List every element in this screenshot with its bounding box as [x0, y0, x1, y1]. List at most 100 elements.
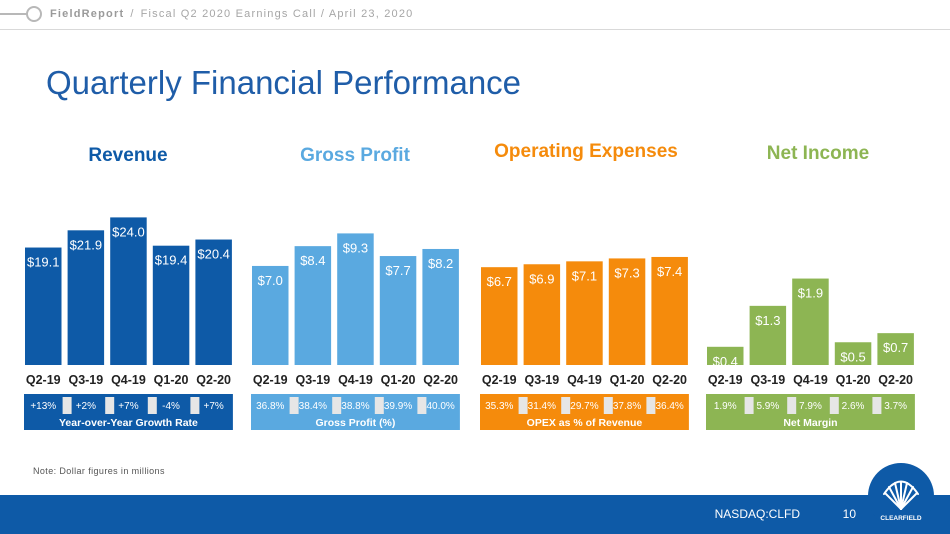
bar-value-label: $6.7 — [487, 274, 512, 289]
metric-divider — [289, 397, 299, 414]
bar-value-label: $19.4 — [155, 253, 188, 268]
x-tick-label: Q2-19 — [482, 373, 517, 387]
metric-value: 5.9% — [756, 401, 779, 412]
bar-value-label: $7.1 — [572, 268, 597, 283]
metric-divider — [417, 397, 427, 414]
metric-divider — [374, 397, 384, 414]
bar — [608, 258, 646, 365]
metric-value: 36.4% — [655, 401, 683, 412]
x-tick-label: Q2-20 — [652, 373, 687, 387]
bar-value-label: $7.3 — [614, 265, 639, 280]
page-title: Quarterly Financial Performance — [46, 64, 522, 101]
bar — [566, 261, 603, 365]
metric-divider — [518, 397, 528, 414]
x-tick-label: Q2-20 — [423, 373, 458, 387]
metric-value: 31.4% — [528, 401, 556, 412]
bar-value-label: $0.4 — [713, 354, 738, 369]
metric-divider — [190, 397, 200, 414]
bar — [707, 346, 744, 365]
bar — [877, 333, 914, 365]
bar — [422, 248, 459, 365]
x-tick-label: Q4-19 — [111, 373, 146, 387]
bar — [749, 305, 787, 365]
bar — [25, 247, 62, 365]
x-tick-label: Q2-19 — [708, 373, 743, 387]
bar — [379, 256, 417, 365]
metric-divider — [829, 397, 839, 414]
metric-value: 37.8% — [613, 401, 641, 412]
bar — [651, 256, 688, 365]
bar — [834, 342, 872, 365]
bar-value-label: $19.1 — [27, 255, 60, 270]
x-tick-label: Q4-19 — [793, 373, 828, 387]
metric-value: 38.8% — [341, 401, 369, 412]
metric-divider — [332, 397, 342, 414]
page-number: 10 — [842, 507, 856, 521]
metric-value: 36.8% — [256, 401, 284, 412]
metric-value: -4% — [162, 401, 180, 412]
x-tick-label: Q2-19 — [26, 373, 61, 387]
x-tick-label: Q1-20 — [154, 373, 189, 387]
clearfield-logo: CLEARFIELD — [868, 463, 934, 529]
metric-divider — [561, 397, 571, 414]
x-tick-label: Q4-19 — [567, 373, 602, 387]
bar — [67, 230, 105, 365]
breadcrumb-event: Fiscal Q2 2020 Earnings Call / — [140, 8, 326, 20]
x-tick-label: Q3-19 — [295, 373, 330, 387]
metric-divider — [603, 397, 613, 414]
bar-value-label: $0.5 — [840, 349, 865, 364]
metric-caption: Net Margin — [783, 417, 837, 429]
bar-value-label: $1.9 — [798, 286, 823, 301]
metric-divider — [872, 397, 882, 414]
breadcrumb: FieldReport / Fiscal Q2 2020 Earnings Call… — [50, 8, 414, 20]
metric-divider — [147, 397, 157, 414]
metric-value: +13% — [30, 401, 56, 412]
footnote: Note: Dollar figures in millions — [33, 466, 165, 476]
chart-title: Gross Profit — [300, 145, 410, 166]
header-circle-icon — [26, 6, 42, 22]
bar-value-label: $7.0 — [258, 273, 283, 288]
metric-caption: OPEX as % of Revenue — [527, 417, 643, 429]
bar — [523, 264, 561, 365]
bar-value-label: $7.4 — [657, 264, 682, 279]
metric-value: +7% — [204, 401, 224, 412]
footer-bar: NASDAQ:CLFD 10 — [0, 495, 950, 534]
metric-divider — [787, 397, 797, 414]
bar — [195, 239, 232, 365]
metric-value: 40.0% — [426, 401, 454, 412]
bar — [792, 278, 829, 365]
metric-caption: Gross Profit (%) — [315, 417, 395, 429]
chart-title: Operating Expenses — [494, 141, 678, 162]
x-tick-label: Q2-19 — [253, 373, 288, 387]
x-tick-label: Q1-20 — [610, 373, 645, 387]
bar-value-label: $21.9 — [70, 237, 103, 252]
bar — [294, 246, 332, 365]
metric-value: 38.4% — [299, 401, 327, 412]
bar — [110, 217, 147, 365]
header-bar: FieldReport / Fiscal Q2 2020 Earnings Call… — [0, 0, 950, 30]
bar-value-label: $9.3 — [343, 240, 368, 255]
metric-value: 29.7% — [570, 401, 598, 412]
x-tick-label: Q3-19 — [68, 373, 103, 387]
shell-icon: CLEARFIELD — [880, 480, 922, 522]
x-tick-label: Q2-20 — [878, 373, 913, 387]
breadcrumb-separator: / — [130, 8, 135, 20]
x-tick-label: Q4-19 — [338, 373, 373, 387]
metric-value: 39.9% — [384, 401, 412, 412]
bar — [252, 265, 289, 365]
bar-value-label: $0.7 — [883, 340, 908, 355]
footer-ticker: NASDAQ:CLFD — [714, 507, 800, 521]
breadcrumb-brand: FieldReport — [50, 8, 125, 20]
metric-divider — [646, 397, 656, 414]
bar — [337, 233, 374, 365]
x-tick-label: Q3-19 — [750, 373, 785, 387]
bar-value-label: $7.7 — [385, 263, 410, 278]
chart-title: Revenue — [88, 145, 167, 166]
metric-value: 2.6% — [842, 401, 865, 412]
bar-value-label: $1.3 — [755, 313, 780, 328]
metric-value: +2% — [76, 401, 96, 412]
header-divider — [0, 29, 950, 30]
metric-value: 3.7% — [884, 401, 907, 412]
bar-value-label: $24.0 — [112, 224, 145, 239]
